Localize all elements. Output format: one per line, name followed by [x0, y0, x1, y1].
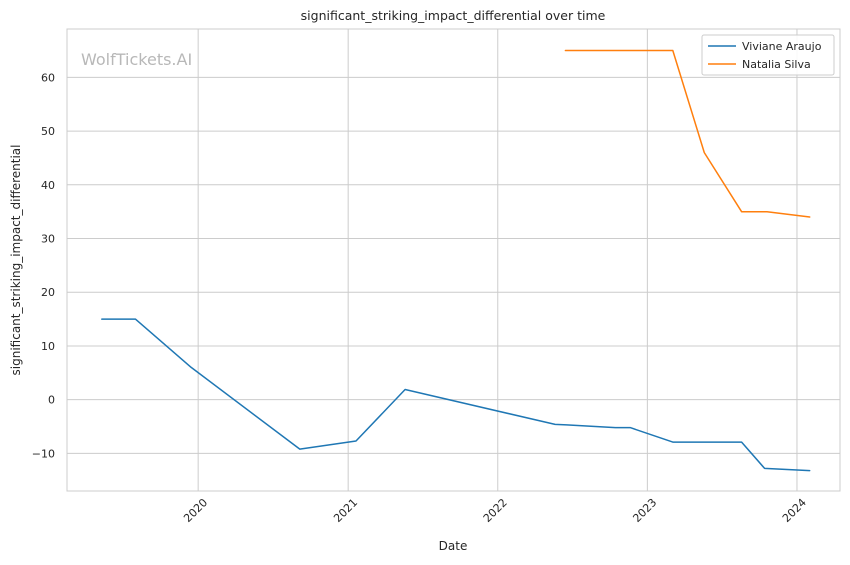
y-tick-label: 10 — [41, 340, 55, 353]
legend: Viviane Araujo Natalia Silva — [701, 34, 835, 76]
axis-ticks: −10 0 10 20 30 40 50 60 2020 2021 2022 2023 2024 — [32, 71, 809, 525]
series-line-1 — [101, 318, 811, 472]
plot-area-frame — [66, 28, 841, 492]
y-tick-label: 40 — [41, 179, 55, 192]
series-lines — [101, 49, 811, 472]
watermark-text: WolfTickets.AI — [81, 50, 192, 69]
x-tick-label: 2024 — [780, 496, 809, 525]
legend-box — [701, 34, 835, 76]
series-line-2 — [564, 49, 811, 218]
x-tick-label: 2020 — [181, 496, 210, 525]
y-axis-label: significant_striking_impact_differential — [9, 145, 23, 376]
y-tick-label: 50 — [41, 125, 55, 138]
x-tick-label: 2023 — [630, 496, 659, 525]
grid — [67, 29, 840, 491]
x-tick-label: 2022 — [481, 496, 510, 525]
x-tick-label: 2021 — [331, 496, 360, 525]
legend-label: Natalia Silva — [742, 58, 811, 71]
y-tick-label: 60 — [41, 71, 55, 84]
y-tick-label: −10 — [32, 447, 55, 460]
y-tick-label: 30 — [41, 233, 55, 246]
y-tick-label: 20 — [41, 286, 55, 299]
chart-title: significant_striking_impact_differential… — [301, 8, 606, 23]
x-axis-label: Date — [439, 539, 468, 553]
legend-label: Viviane Araujo — [742, 40, 822, 53]
y-tick-label: 0 — [48, 394, 55, 407]
